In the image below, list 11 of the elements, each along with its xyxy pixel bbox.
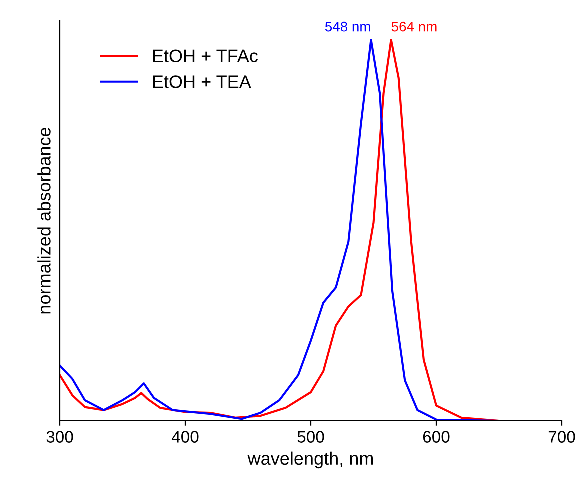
x-tick-label: 600 — [423, 431, 450, 443]
annotation: 564 nm — [392, 22, 437, 32]
x-tick-label: 700 — [548, 431, 576, 443]
y-axis-title: normalized absorbance — [38, 128, 51, 314]
legend-label: EtOH + TFAc — [153, 50, 258, 63]
x-tick-label: 300 — [46, 431, 74, 443]
x-axis-title: wavelength, nm — [248, 452, 374, 469]
annotation: 548 nm — [325, 22, 370, 32]
legend-label: EtOH + TEA — [153, 76, 252, 88]
x-tick-label: 500 — [298, 431, 324, 443]
x-tick-label: 400 — [172, 431, 199, 443]
